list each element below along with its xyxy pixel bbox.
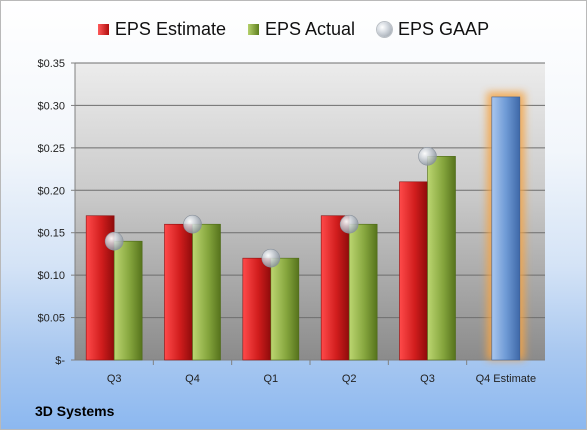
marker-eps-gaap xyxy=(418,147,437,166)
legend-item-estimate: EPS Estimate xyxy=(97,18,226,40)
x-tick-label: Q1 xyxy=(263,373,278,385)
y-tick-label: $0.15 xyxy=(37,228,65,240)
bar-forecast-estimate xyxy=(491,96,521,361)
y-axis-ticks: $- $0.05 $0.10 $0.15 $0.20 $0.25 $0.30 $0.35 xyxy=(37,58,65,367)
plot-area xyxy=(75,63,545,360)
bar-eps-estimate xyxy=(242,257,272,361)
bar-eps-estimate xyxy=(320,215,350,361)
grid-lines xyxy=(71,62,545,365)
x-axis-ticks: Q3 Q4 Q1 Q2 Q3 Q4 Estimate xyxy=(107,373,536,385)
y-tick-label: $0.10 xyxy=(37,270,65,282)
y-tick-label: $- xyxy=(55,355,65,367)
bar-eps-actual xyxy=(270,257,300,361)
x-tick-label: Q4 xyxy=(185,373,200,385)
y-tick-label: $0.30 xyxy=(37,100,65,112)
x-tick-label: Q2 xyxy=(342,373,357,385)
y-tick-label: $0.35 xyxy=(37,58,65,70)
marker-eps-gaap xyxy=(261,248,281,268)
legend-label-actual: EPS Actual xyxy=(264,18,356,39)
bar-eps-actual xyxy=(427,156,456,361)
legend-item-gaap: EPS GAAP xyxy=(377,19,489,40)
marker-eps-gaap xyxy=(183,214,202,234)
legend-label-gaap: EPS GAAP xyxy=(398,18,490,39)
legend-item-actual: EPS Actual xyxy=(247,18,356,40)
x-tick-label: Q4 Estimate xyxy=(476,373,537,385)
bar-eps-estimate xyxy=(399,181,428,361)
bar-eps-actual xyxy=(192,223,221,361)
legend-swatch-actual xyxy=(247,23,259,35)
legend-swatch-estimate xyxy=(97,23,109,35)
bar-eps-estimate xyxy=(164,223,193,361)
marker-eps-gaap xyxy=(104,231,124,251)
y-tick-label: $0.20 xyxy=(37,185,65,197)
legend-swatch-gaap xyxy=(377,21,393,37)
x-tick-label: Q3 xyxy=(420,373,435,385)
gaap-markers xyxy=(104,147,437,268)
company-name: 3D Systems xyxy=(35,403,115,419)
y-tick-label: $0.25 xyxy=(37,143,65,155)
bar-eps-actual xyxy=(348,223,378,361)
marker-eps-gaap xyxy=(339,214,359,234)
bar-eps-actual xyxy=(113,240,143,361)
legend-label-estimate: EPS Estimate xyxy=(114,18,226,39)
legend: EPS Estimate EPS Actual EPS GAAP xyxy=(1,11,586,47)
y-tick-label: $0.05 xyxy=(37,313,65,325)
x-tick-label: Q3 xyxy=(107,373,122,385)
bar-series xyxy=(85,91,525,361)
